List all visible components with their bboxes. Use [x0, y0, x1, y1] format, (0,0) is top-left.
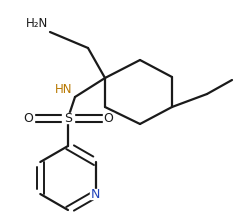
Text: S: S: [64, 112, 72, 125]
Text: H₂N: H₂N: [26, 17, 48, 30]
Bar: [90, 189, 102, 199]
Bar: [62, 113, 74, 123]
Text: N: N: [91, 187, 100, 200]
Text: HN: HN: [54, 83, 72, 96]
Bar: [23, 113, 34, 123]
Text: O: O: [23, 112, 33, 125]
Bar: [102, 113, 114, 123]
Text: O: O: [103, 112, 113, 125]
